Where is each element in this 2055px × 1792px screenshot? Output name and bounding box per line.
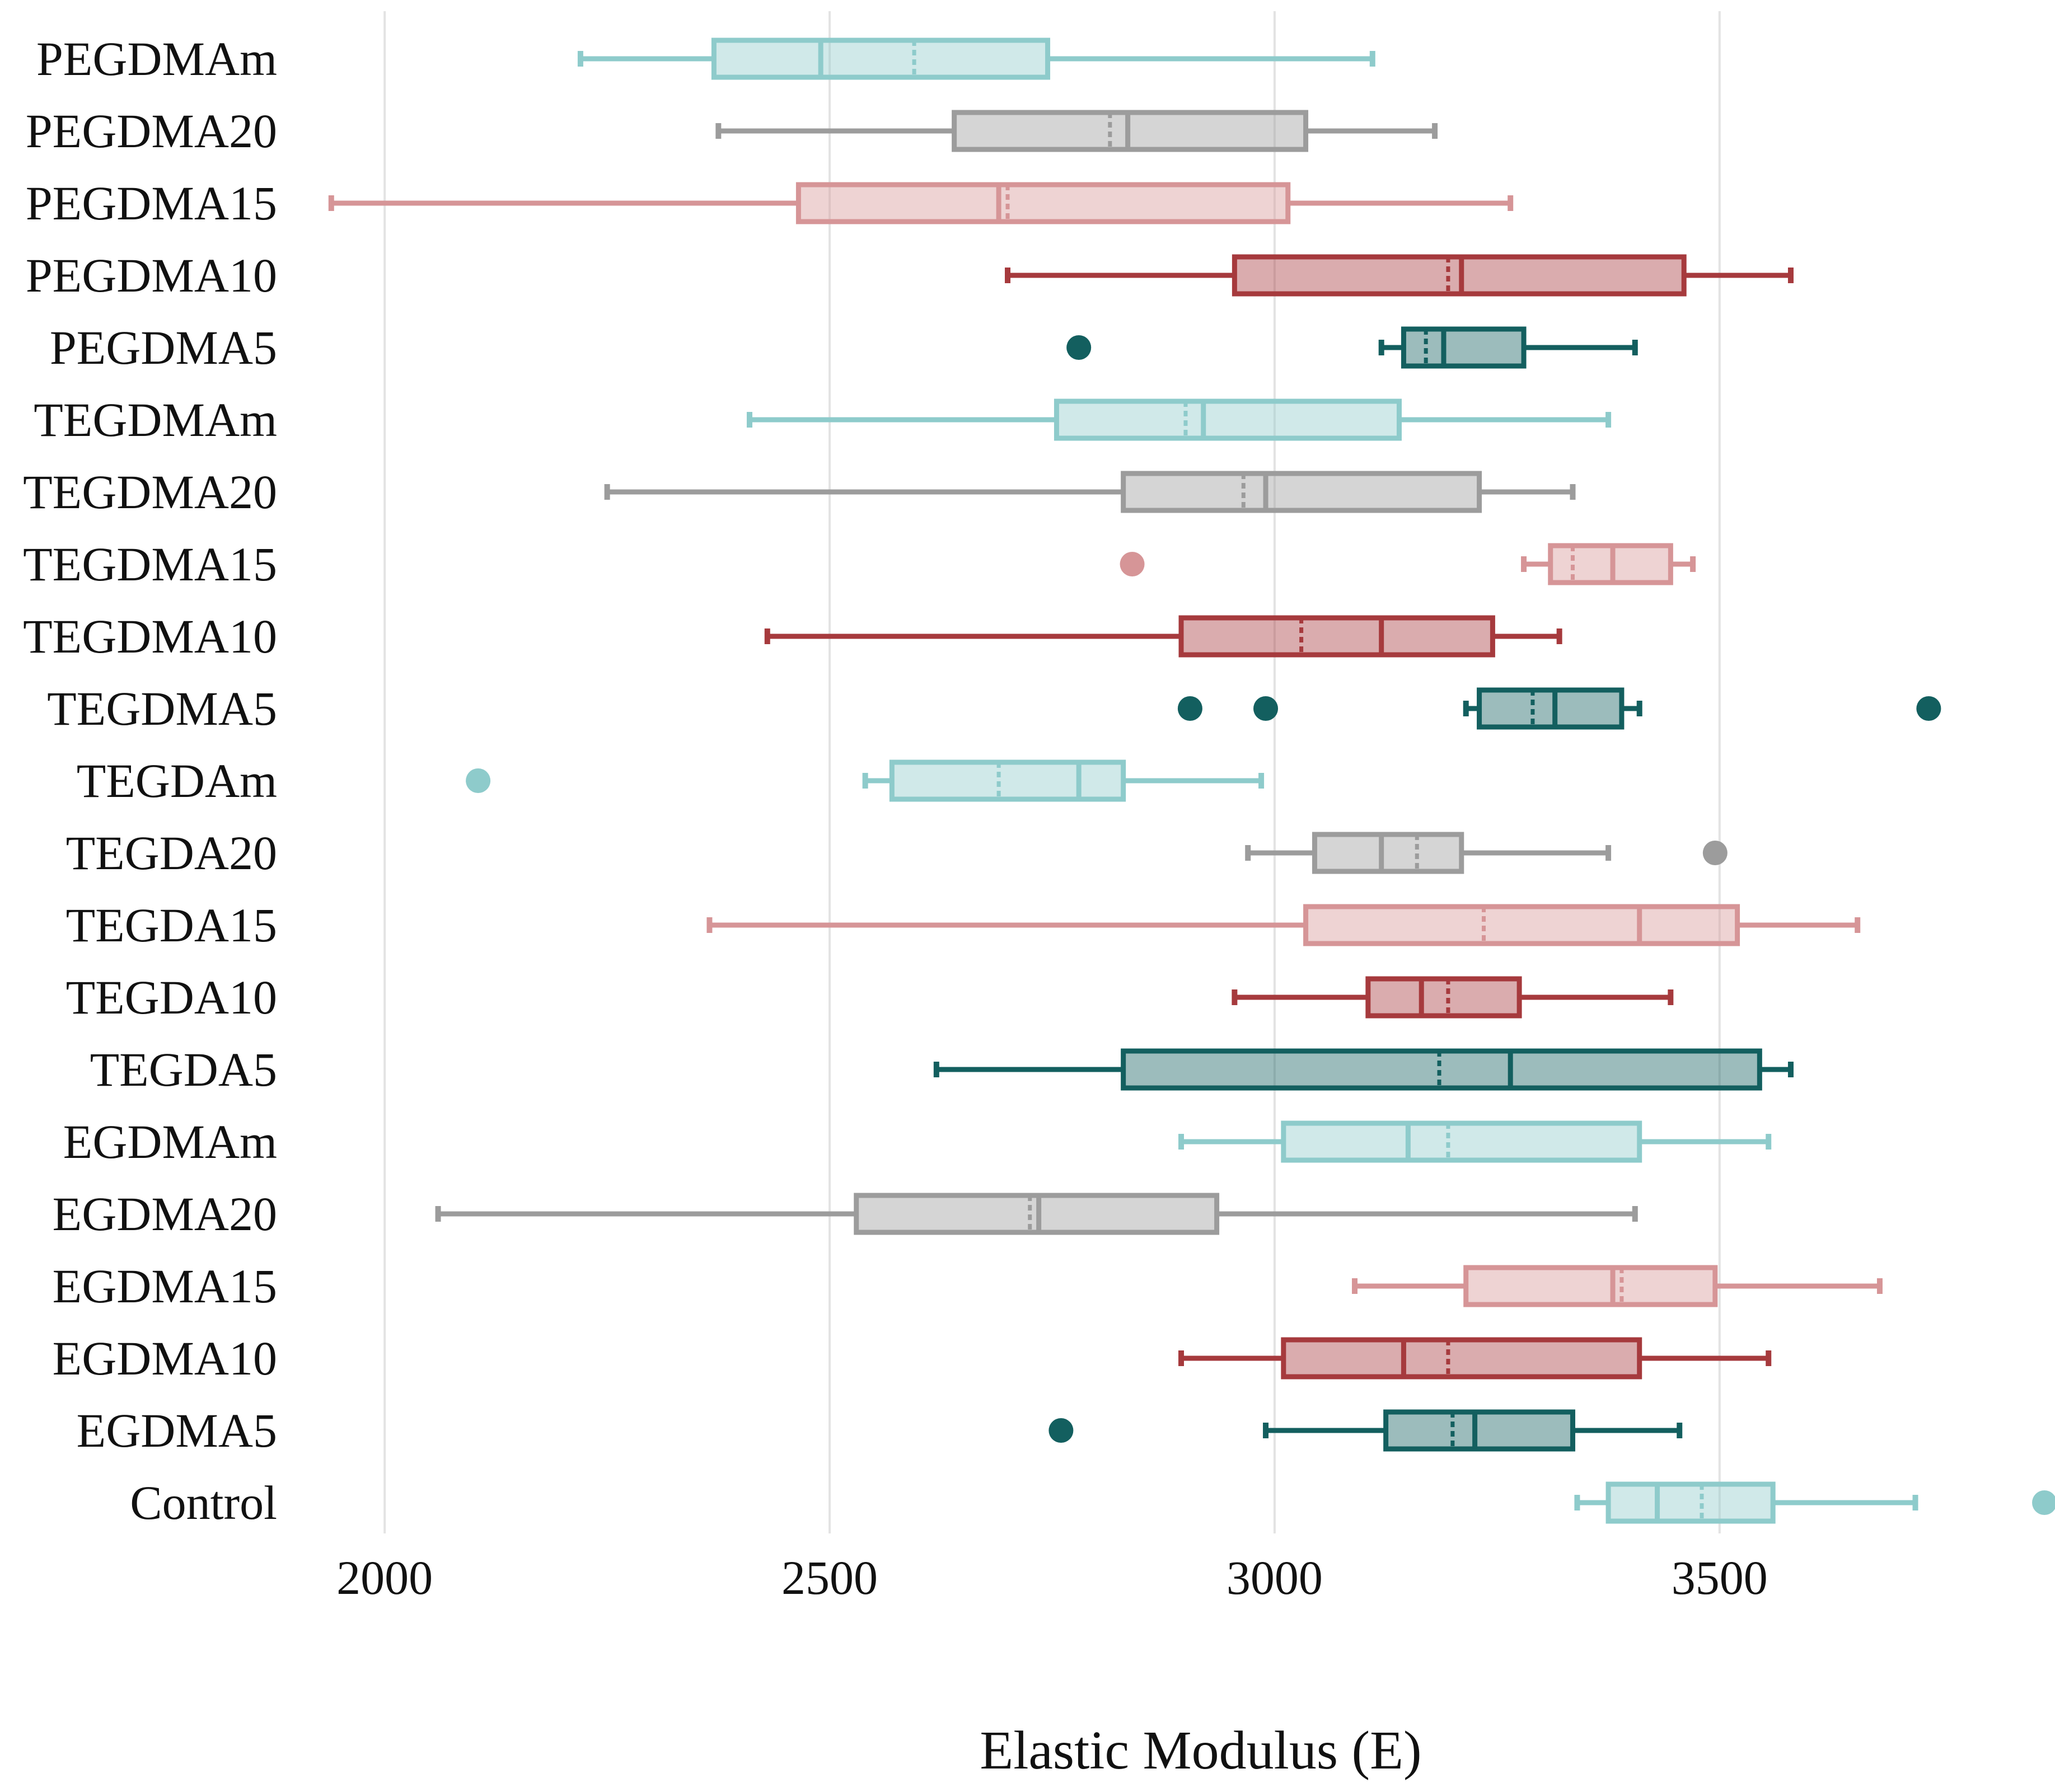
category-label: EGDMA10 bbox=[53, 1331, 277, 1385]
outlier-point bbox=[1916, 696, 1941, 721]
box-iqr bbox=[1054, 398, 1402, 441]
category-label: TEGDMA15 bbox=[23, 537, 277, 591]
box-iqr bbox=[1463, 1265, 1718, 1307]
box-group bbox=[715, 110, 1438, 152]
box-group bbox=[706, 904, 1861, 946]
gridlines bbox=[383, 11, 1721, 1533]
category-label: PEGDMA20 bbox=[26, 104, 277, 158]
box-iqr bbox=[711, 37, 1051, 80]
category-label: EGDMA20 bbox=[53, 1187, 277, 1241]
outlier-point bbox=[1120, 552, 1145, 576]
x-axis-title: Elastic Modulus (E) bbox=[980, 1720, 1421, 1781]
box-iqr bbox=[1383, 1409, 1575, 1452]
box-iqr bbox=[1121, 1048, 1762, 1091]
box-group bbox=[1178, 1120, 1772, 1163]
category-label: Control bbox=[130, 1476, 277, 1530]
category-label: TEGDAm bbox=[77, 754, 277, 808]
box-iqr bbox=[1303, 904, 1740, 946]
box-group bbox=[933, 1048, 1794, 1091]
x-tick-label: 3500 bbox=[1672, 1551, 1768, 1605]
category-label: TEGDMA10 bbox=[23, 609, 277, 663]
x-tick-label: 2000 bbox=[336, 1551, 433, 1605]
category-label: PEGDMA5 bbox=[50, 321, 277, 374]
x-axis-ticks: 2000 2500 3000 3500 bbox=[336, 1551, 1768, 1605]
category-labels: PEGDMAm PEGDMA20 PEGDMA15 PEGDMA10 PEGDMA5 TE… bbox=[23, 32, 277, 1530]
outlier-point bbox=[466, 768, 491, 793]
x-tick-label: 2500 bbox=[781, 1551, 878, 1605]
box-iqr bbox=[795, 182, 1291, 224]
box-group bbox=[1177, 687, 1941, 730]
box-iqr bbox=[1121, 471, 1482, 513]
category-label: TEGDMA5 bbox=[47, 682, 277, 735]
box-group bbox=[466, 759, 1265, 802]
box-group bbox=[577, 37, 1375, 80]
box-group bbox=[1178, 1337, 1772, 1380]
box-group bbox=[435, 1193, 1638, 1235]
category-label: EGDMA15 bbox=[53, 1259, 277, 1313]
category-label: TEGDA15 bbox=[66, 898, 277, 952]
box-iqr bbox=[1477, 687, 1625, 730]
category-label: TEGDMAm bbox=[34, 393, 277, 447]
box-group bbox=[328, 182, 1514, 224]
box-group bbox=[1352, 1265, 1883, 1307]
box-iqr bbox=[1312, 832, 1464, 874]
box-group bbox=[1232, 976, 1674, 1019]
outlier-point bbox=[1253, 696, 1279, 721]
outlier-point bbox=[2032, 1490, 2055, 1515]
outlier-point bbox=[1066, 335, 1092, 360]
box-group bbox=[764, 615, 1562, 658]
category-label: EGDMA5 bbox=[77, 1404, 277, 1457]
box-iqr bbox=[1178, 615, 1495, 658]
box-series bbox=[328, 37, 2055, 1524]
box-group bbox=[1245, 832, 1728, 874]
outlier-point bbox=[1177, 696, 1202, 721]
outlier-point bbox=[1048, 1418, 1074, 1443]
box-group bbox=[1574, 1481, 2055, 1524]
category-label: PEGDMA10 bbox=[26, 248, 277, 302]
category-label: EGDMAm bbox=[63, 1115, 277, 1169]
box-group bbox=[746, 398, 1612, 441]
box-iqr bbox=[1281, 1120, 1642, 1163]
box-group bbox=[1066, 326, 1638, 369]
category-label: TEGDA10 bbox=[66, 970, 277, 1024]
category-label: TEGDMA20 bbox=[23, 465, 277, 519]
category-label: PEGDMA15 bbox=[26, 176, 277, 230]
box-iqr bbox=[1401, 326, 1527, 369]
box-group bbox=[1048, 1409, 1683, 1452]
box-iqr bbox=[889, 759, 1126, 802]
box-iqr bbox=[1605, 1481, 1776, 1524]
box-iqr bbox=[1281, 1337, 1642, 1380]
box-group bbox=[604, 471, 1576, 513]
outlier-point bbox=[1702, 841, 1728, 865]
x-tick-label: 3000 bbox=[1227, 1551, 1323, 1605]
box-group bbox=[1005, 254, 1794, 297]
category-label: TEGDA5 bbox=[90, 1043, 277, 1096]
category-label: PEGDMAm bbox=[36, 32, 277, 86]
box-iqr bbox=[1365, 976, 1522, 1019]
box-group bbox=[1120, 543, 1696, 585]
category-label: TEGDA20 bbox=[66, 826, 277, 880]
